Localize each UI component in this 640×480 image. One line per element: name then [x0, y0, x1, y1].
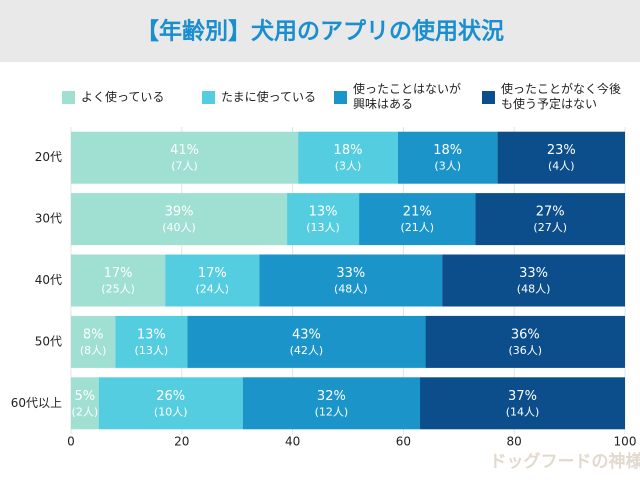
legend-label: 使ったことがなく今後も使う予定はない: [501, 82, 622, 111]
bar-segment: [442, 254, 625, 307]
legend-swatch: [62, 91, 75, 104]
legend: よく使っている たまに使っている 使ったことはないが興味はある 使ったことがなく今後も…: [62, 80, 640, 120]
count-label: (48人): [517, 283, 551, 296]
count-label: (7人): [171, 160, 198, 173]
count-label: (12人): [315, 405, 349, 418]
legend-item: よく使っている: [62, 90, 164, 105]
y-tick-label: 40代: [35, 273, 62, 287]
legend-label: 使ったことはないが興味はある: [353, 82, 462, 111]
bar-segment: [397, 131, 498, 184]
count-label: (24人): [195, 283, 229, 296]
count-label: (2人): [72, 405, 99, 418]
count-label: (42人): [290, 344, 324, 357]
value-label: 33%: [336, 266, 365, 281]
bar-segment: [71, 193, 288, 246]
bar-segment: [115, 315, 188, 368]
value-label: 43%: [292, 327, 321, 342]
bar-segment: [259, 254, 443, 307]
count-label: (10人): [154, 405, 188, 418]
count-label: (13人): [306, 221, 340, 234]
bar-segment: [287, 193, 360, 246]
legend-label: たまに使っている: [221, 90, 317, 104]
legend-swatch: [202, 91, 215, 104]
bar-segment: [187, 315, 426, 368]
bar-segment: [497, 131, 625, 184]
count-label: (3人): [335, 160, 362, 173]
count-label: (3人): [434, 160, 461, 173]
bar-segment: [71, 131, 299, 184]
x-tick-label: 20: [174, 435, 189, 449]
value-label: 13%: [137, 327, 166, 342]
value-label: 5%: [75, 389, 96, 404]
x-tick-label: 0: [67, 435, 75, 449]
bar-segment: [71, 315, 116, 368]
value-label: 37%: [508, 389, 537, 404]
bar-segment: [242, 377, 421, 430]
count-label: (21人): [400, 221, 434, 234]
count-label: (8人): [80, 344, 107, 357]
value-label: 39%: [165, 205, 194, 220]
legend-item: たまに使っている: [202, 90, 316, 105]
legend-item: 使ったことがなく今後も使う予定はない: [482, 82, 625, 112]
value-label: 26%: [156, 389, 185, 404]
count-label: (48人): [334, 283, 368, 296]
count-label: (14人): [506, 405, 540, 418]
legend-label: よく使っている: [81, 90, 165, 104]
x-tick-label: 60: [396, 435, 411, 449]
bar-segment: [298, 131, 398, 184]
y-tick-label: 60代以上: [11, 396, 62, 410]
bar-segment: [165, 254, 260, 307]
value-label: 36%: [511, 327, 540, 342]
count-label: (36人): [508, 344, 542, 357]
count-label: (40人): [162, 221, 196, 234]
bar-segment: [425, 315, 625, 368]
count-label: (25人): [101, 283, 135, 296]
x-tick-label: 40: [285, 435, 300, 449]
x-tick-label: 80: [507, 435, 522, 449]
watermark: ドッグフードの神様: [490, 451, 640, 472]
bar-segment: [71, 254, 166, 307]
bar-segment: [359, 193, 476, 246]
value-label: 18%: [334, 143, 363, 158]
legend-swatch: [482, 90, 495, 104]
value-label: 13%: [309, 205, 338, 220]
y-tick-label: 20代: [35, 150, 62, 164]
legend-swatch: [334, 90, 347, 104]
bar-segment: [98, 377, 243, 430]
chart-title: 【年齢別】犬用のアプリの使用状況: [136, 18, 504, 45]
count-label: (27人): [533, 221, 567, 234]
value-label: 33%: [519, 266, 548, 281]
bar-segment: [420, 377, 625, 430]
value-label: 27%: [536, 205, 565, 220]
x-tick-label: 100: [614, 435, 637, 449]
header-band: [0, 0, 640, 62]
value-label: 41%: [170, 143, 199, 158]
value-label: 21%: [403, 205, 432, 220]
value-label: 17%: [198, 266, 227, 281]
bar-segment: [71, 377, 99, 430]
y-tick-label: 50代: [35, 334, 62, 348]
bar-segment: [475, 193, 625, 246]
value-label: 8%: [83, 327, 104, 342]
value-label: 32%: [317, 389, 346, 404]
y-tick-label: 30代: [35, 212, 62, 226]
count-label: (4人): [548, 160, 575, 173]
legend-item: 使ったことはないが興味はある: [334, 82, 465, 112]
count-label: (13人): [135, 344, 169, 357]
value-label: 17%: [104, 266, 133, 281]
value-label: 18%: [433, 143, 462, 158]
value-label: 23%: [547, 143, 576, 158]
